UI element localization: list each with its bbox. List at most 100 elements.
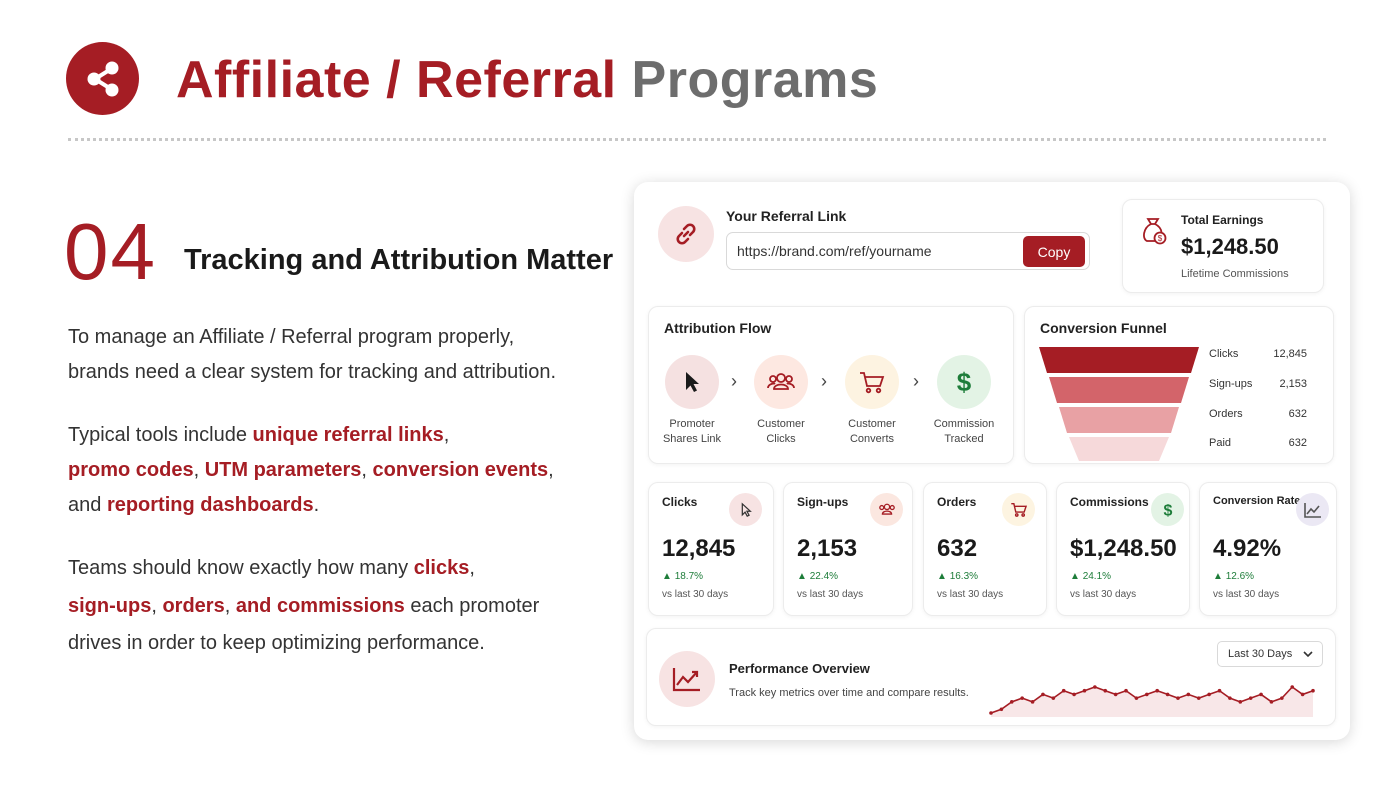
sparkline-point [1186, 692, 1191, 697]
funnel-stage-orders [1059, 407, 1179, 433]
text-span: each promoter [404, 594, 540, 617]
link-icon-badge [658, 206, 714, 262]
sparkline-point [1103, 688, 1108, 693]
metric-label: Orders [937, 495, 977, 509]
text-span: , [151, 594, 163, 617]
copy-button[interactable]: Copy [1023, 236, 1085, 267]
sparkline-point [989, 711, 993, 715]
attribution-title: Attribution Flow [664, 320, 772, 336]
sparkline-point [1124, 688, 1128, 693]
change-value: 22.4% [809, 571, 839, 582]
svg-text:$: $ [1158, 234, 1163, 243]
funnel-stage-signups [1049, 377, 1189, 403]
link-icon [676, 223, 696, 245]
dollar-icon: $ [957, 367, 972, 397]
sparkline-point [1238, 700, 1243, 704]
cursor-icon [686, 372, 699, 392]
referral-link-field[interactable]: https://brand.com/ref/yourname Copy [726, 232, 1090, 270]
change-value: 24.1% [1082, 571, 1112, 582]
step-commission: $ [937, 355, 991, 409]
sparkline-point [1176, 696, 1180, 700]
metric-label: Commissions [1070, 495, 1149, 509]
sparkline-point [1093, 685, 1097, 689]
text-span: , [193, 459, 205, 481]
step-line: Tracked [944, 433, 984, 445]
sparkline-point [1280, 696, 1284, 700]
highlight-utm: UTM parameters [204, 459, 362, 481]
step-label-promoter: Promoter Shares Link [652, 417, 732, 447]
cart-icon [860, 372, 885, 394]
section-heading: Tracking and Attribution Matter [184, 244, 614, 276]
metric-value: 4.92% [1213, 535, 1282, 562]
sparkline-point [1259, 692, 1263, 697]
sparkline-point [1041, 692, 1045, 697]
metric-label: Sign-ups [797, 495, 849, 509]
funnel-title: Conversion Funnel [1040, 320, 1167, 336]
sparkline-point [1217, 688, 1222, 693]
highlight-orders: orders [162, 594, 225, 617]
change-value: 12.6% [1225, 571, 1255, 582]
sparkline-point [1155, 688, 1159, 693]
chart-icon [1303, 502, 1321, 518]
text-span: Teams should know exactly how many [68, 557, 414, 579]
svg-text:$: $ [957, 367, 972, 397]
sparkline-point [999, 707, 1004, 712]
sparkline-point [1061, 688, 1066, 693]
metric-sub: vs last 30 days [937, 589, 1004, 600]
metric-change: ▲ 22.4% [797, 571, 839, 582]
performance-subtitle: Track key metrics over time and compare … [729, 687, 969, 699]
funnel-value: 12,845 [1273, 348, 1307, 360]
metric-sub: vs last 30 days [1213, 589, 1280, 600]
sparkline-point [1082, 688, 1087, 693]
text-span: Typical tools include [68, 424, 253, 446]
metric-card-commissions: Commissions $ $1,248.50 ▲ 24.1% vs last … [1056, 482, 1190, 616]
step-converts [845, 355, 899, 409]
text-span: , [548, 459, 554, 481]
step-line: Clicks [766, 433, 796, 445]
funnel-value: 2,153 [1279, 378, 1307, 390]
chevron-down-icon [1303, 651, 1313, 658]
metric-card-clicks: Clicks 12,845 ▲ 18.7% vs last 30 days [648, 482, 774, 616]
tools-line-2: promo codes, UTM parameters, conversion … [68, 453, 568, 488]
intro-paragraph: To manage an Affiliate / Referral progra… [68, 320, 568, 390]
date-range-value: Last 30 Days [1228, 648, 1293, 660]
chevron-right-icon: › [821, 371, 827, 391]
dotted-divider [68, 138, 1326, 141]
metric-icon-badge [1296, 493, 1329, 526]
performance-title: Performance Overview [729, 661, 870, 676]
earnings-label: Total Earnings [1181, 213, 1264, 227]
metric-icon-badge [729, 493, 762, 526]
step-label-clicks: Customer Clicks [741, 417, 821, 447]
metric-change: ▲ 24.1% [1070, 571, 1112, 582]
sparkline-point [1207, 692, 1211, 697]
performance-overview-card: Performance Overview Track key metrics o… [646, 628, 1336, 726]
funnel-label: Orders [1209, 408, 1243, 420]
highlight-signups: sign-ups [68, 594, 152, 617]
users-icon [878, 503, 895, 515]
step-line: Customer [757, 418, 805, 430]
highlight-clicks: clicks [413, 557, 470, 579]
funnel-value: 632 [1288, 408, 1307, 420]
teams-line-3: drives in order to keep optimizing perfo… [68, 632, 485, 654]
sparkline-point [1228, 696, 1232, 700]
performance-sparkline [989, 685, 1315, 717]
sparkline-line [990, 685, 1314, 714]
text-span: and [68, 494, 107, 516]
sparkline-point [1145, 692, 1149, 697]
metric-change: ▲ 18.7% [662, 571, 704, 582]
step-line: Shares Link [662, 433, 722, 445]
date-range-select[interactable]: Last 30 Days [1217, 641, 1323, 667]
step-line: Converts [849, 433, 895, 445]
text-span: , [361, 459, 373, 481]
funnel-value: 632 [1288, 437, 1307, 449]
metric-label: Clicks [662, 495, 698, 509]
change-value: 18.7% [674, 571, 704, 582]
sparkline-point [1020, 696, 1024, 700]
metric-value: 632 [937, 535, 978, 562]
referral-link-label: Your Referral Link [726, 208, 847, 224]
highlight-conversion-events: conversion events [372, 459, 549, 481]
funnel-stage-clicks [1039, 347, 1199, 373]
page-title: Affiliate / Referral Programs [176, 50, 878, 110]
earnings-value: $1,248.50 [1181, 234, 1279, 259]
title-rest: Programs [631, 51, 879, 109]
